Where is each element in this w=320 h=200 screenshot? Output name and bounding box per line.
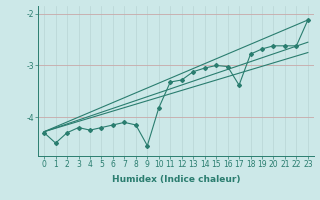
X-axis label: Humidex (Indice chaleur): Humidex (Indice chaleur) bbox=[112, 175, 240, 184]
